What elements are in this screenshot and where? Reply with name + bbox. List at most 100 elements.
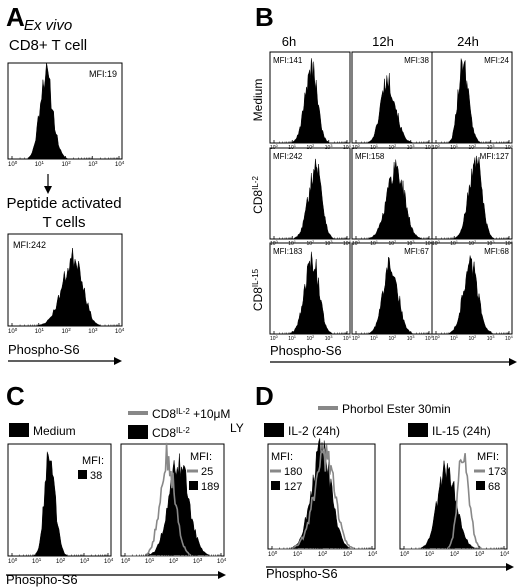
axis-tick-label: 104 bbox=[368, 550, 378, 559]
panel-b-time-12h: 12h bbox=[372, 34, 394, 49]
panel-a-activated-line2: T cells bbox=[42, 214, 85, 231]
axis-tick-label: 101 bbox=[35, 327, 45, 336]
panel-b-mfi-label: MFI:127 bbox=[480, 152, 510, 161]
axis-tick-label: 103 bbox=[407, 335, 415, 342]
panel-b-mfi-label: MFI:38 bbox=[404, 56, 429, 65]
panel-d-right-mfi-swatch-black bbox=[476, 481, 485, 490]
axis-tick-label: 102 bbox=[389, 335, 397, 342]
axis-tick-label: 101 bbox=[450, 335, 458, 342]
histogram-area bbox=[356, 73, 429, 144]
axis-tick-label: 100 bbox=[270, 240, 278, 247]
panel-d-legend-left: IL-2 (24h) bbox=[288, 424, 340, 438]
axis-tick-label: 103 bbox=[80, 557, 90, 566]
axis-tick-label: 103 bbox=[325, 335, 333, 342]
panel-d-legend-right: IL-15 (24h) bbox=[432, 424, 491, 438]
histogram-area bbox=[356, 159, 429, 240]
panel-c-legend-medium: Medium bbox=[33, 424, 76, 438]
axis-tick-label: 101 bbox=[35, 160, 45, 169]
axis-tick-label: 100 bbox=[352, 335, 360, 342]
panel-b-mfi-label: MFI:68 bbox=[484, 247, 509, 256]
panel-c-right-histogram bbox=[125, 442, 221, 557]
panel-c-left-mfi-swatch bbox=[78, 470, 87, 479]
panel-c-right-mfi-value-gray: 25 bbox=[201, 466, 213, 478]
panel-d-left-mfi-label: MFI: bbox=[271, 451, 293, 463]
histogram-area bbox=[274, 58, 347, 144]
panel-d-legend-gray: Phorbol Ester 30min bbox=[342, 402, 451, 416]
panel-c-legend-gray: CD8IL-2 +10μM bbox=[152, 407, 230, 422]
panel-d-right-mfi-value-gray: 173 bbox=[488, 466, 506, 478]
histogram-area bbox=[436, 255, 509, 335]
panel-c-legend-gray-line2: LY bbox=[230, 421, 244, 435]
overlay-histogram-line bbox=[404, 453, 504, 550]
panel-d-left-mfi-swatch-black bbox=[271, 481, 280, 490]
panel-b-cell-r2-c1: MFI:242 100 101 102 103 104 bbox=[269, 147, 351, 247]
axis-tick-label: 104 bbox=[217, 557, 227, 566]
panel-a-top-ticks: 100 101 102 103 104 bbox=[8, 156, 125, 168]
panel-b-mfi-label: MFI:158 bbox=[355, 152, 385, 161]
axis-tick-label: 100 bbox=[432, 335, 440, 342]
axis-tick-label: 101 bbox=[32, 557, 42, 566]
axis-tick-label: 103 bbox=[88, 160, 98, 169]
panel-d-left-ticks: 100 101 102 103 104 bbox=[268, 546, 378, 558]
axis-tick-label: 103 bbox=[88, 327, 98, 336]
axis-tick-label: 103 bbox=[407, 240, 415, 247]
panel-b-time-24h: 24h bbox=[457, 34, 479, 49]
panel-c-right-mfi-swatch-black bbox=[189, 481, 198, 490]
histogram-area bbox=[274, 251, 347, 335]
axis-tick-label: 104 bbox=[115, 160, 125, 169]
axis-tick-label: 104 bbox=[500, 550, 510, 559]
panel-b-row-label-cd8-il2: CD8IL-2 bbox=[251, 176, 266, 214]
overlay-histogram-line bbox=[125, 442, 221, 557]
axis-tick-label: 103 bbox=[325, 240, 333, 247]
panel-d: D Phorbol Ester 30min IL-2 (24h) IL-15 (… bbox=[255, 381, 514, 581]
panel-d-x-axis-label: Phospho-S6 bbox=[266, 566, 338, 581]
panel-b-mfi-label: MFI:24 bbox=[484, 56, 509, 65]
panel-a-title-line1: Ex vivo bbox=[24, 17, 72, 34]
axis-tick-label: 101 bbox=[293, 550, 303, 559]
axis-tick-label: 102 bbox=[469, 240, 477, 247]
axis-tick-label: 103 bbox=[193, 557, 203, 566]
histogram-area bbox=[436, 58, 509, 144]
axis-tick-label: 100 bbox=[8, 557, 18, 566]
panel-a-bottom-mfi: MFI:242 bbox=[13, 240, 46, 250]
panel-a-top-mfi: MFI:19 bbox=[89, 69, 117, 79]
panel-d-left-mfi-value-gray: 180 bbox=[284, 466, 302, 478]
axis-tick-label: 100 bbox=[400, 550, 410, 559]
axis-tick-label: 102 bbox=[318, 550, 328, 559]
axis-tick-label: 103 bbox=[343, 550, 353, 559]
panel-b-row-label-cd8-il15: CD8IL-15 bbox=[251, 268, 266, 311]
axis-tick-label: 102 bbox=[307, 335, 315, 342]
panel-c-right-ticks: 100 101 102 103 104 bbox=[121, 553, 227, 565]
overlay-histogram-line bbox=[272, 444, 372, 550]
panel-b-cell-r3-c3: MFI:68 100 101 102 103 104 bbox=[431, 242, 513, 342]
panel-b-mfi-label: MFI:67 bbox=[404, 247, 429, 256]
axis-tick-label: 102 bbox=[62, 160, 72, 169]
axis-tick-label: 104 bbox=[505, 335, 513, 342]
panel-a-bottom-histogram bbox=[12, 247, 119, 327]
axis-tick-label: 104 bbox=[505, 240, 513, 247]
axis-tick-label: 100 bbox=[121, 557, 131, 566]
axis-tick-label: 103 bbox=[475, 550, 485, 559]
panel-d-right-histogram bbox=[404, 453, 504, 550]
panel-c-right-mfi-label: MFI: bbox=[190, 451, 212, 463]
axis-tick-label: 101 bbox=[370, 335, 378, 342]
panel-d-legend-swatch-right bbox=[408, 423, 428, 437]
panel-a-top-histogram bbox=[12, 62, 119, 160]
panel-a-activated-line1: Peptide activated bbox=[6, 195, 121, 212]
panel-c-left-mfi-label: MFI: bbox=[82, 455, 104, 467]
panel-a-x-axis-label: Phospho-S6 bbox=[8, 342, 80, 357]
panel-b-cell-r2-c3: MFI:127 100 101 102 103 104 bbox=[431, 147, 513, 247]
axis-tick-label: 101 bbox=[425, 550, 435, 559]
panel-a-title-line2: CD8+ T cell bbox=[9, 37, 87, 54]
panel-c-letter: C bbox=[6, 381, 25, 411]
axis-tick-label: 100 bbox=[268, 550, 278, 559]
panel-b-x-axis-label: Phospho-S6 bbox=[270, 343, 342, 358]
axis-tick-label: 104 bbox=[425, 335, 433, 342]
histogram-area bbox=[274, 158, 347, 240]
histogram-area bbox=[356, 256, 429, 335]
